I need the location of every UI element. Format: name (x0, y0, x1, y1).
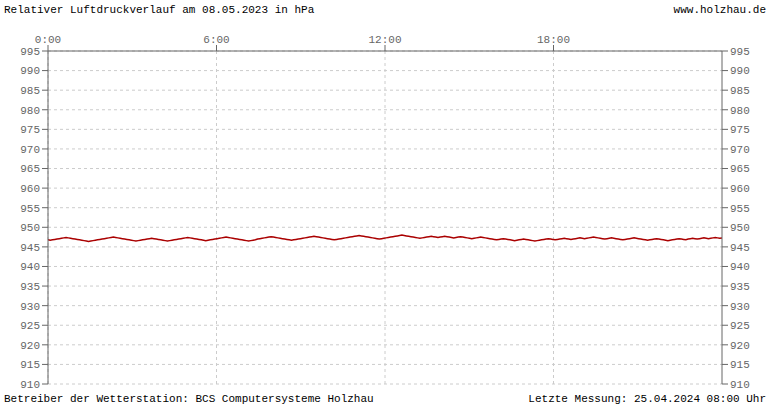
svg-text:915: 915 (20, 359, 40, 371)
svg-text:990: 990 (20, 65, 40, 77)
svg-text:975: 975 (730, 124, 750, 136)
svg-text:980: 980 (730, 105, 750, 117)
svg-text:965: 965 (730, 163, 750, 175)
svg-text:925: 925 (730, 320, 750, 332)
svg-text:955: 955 (20, 203, 40, 215)
svg-text:965: 965 (20, 163, 40, 175)
svg-text:945: 945 (20, 242, 40, 254)
html-text:Betreiber der Wetterstation: B: Betreiber der Wetterstation: BCS Compute… (4, 393, 374, 405)
svg-text:6:00: 6:00 (203, 34, 229, 46)
svg-text:920: 920 (20, 340, 40, 352)
svg-text:18:00: 18:00 (537, 34, 570, 46)
svg-text:975: 975 (20, 124, 40, 136)
svg-text:995: 995 (730, 46, 750, 58)
svg-text:950: 950 (730, 222, 750, 234)
svg-text:930: 930 (730, 301, 750, 313)
svg-text:995: 995 (20, 46, 40, 58)
svg-text:940: 940 (730, 261, 750, 273)
svg-text:970: 970 (730, 144, 750, 156)
svg-text:950: 950 (20, 222, 40, 234)
html-text:www.holzhau.de: www.holzhau.de (673, 4, 766, 16)
svg-text:915: 915 (730, 359, 750, 371)
svg-text:945: 945 (730, 242, 750, 254)
svg-text:910: 910 (20, 379, 40, 389)
svg-text:980: 980 (20, 105, 40, 117)
svg-text:970: 970 (20, 144, 40, 156)
svg-text:935: 935 (20, 281, 40, 293)
svg-text:960: 960 (20, 183, 40, 195)
svg-text:12:00: 12:00 (368, 34, 401, 46)
html-text:Relativer Luftdruckverlauf am: Relativer Luftdruckverlauf am 08.05.2023… (4, 4, 315, 16)
svg-text:955: 955 (730, 203, 750, 215)
svg-text:925: 925 (20, 320, 40, 332)
svg-text:930: 930 (20, 301, 40, 313)
svg-text:985: 985 (730, 85, 750, 97)
svg-text:935: 935 (730, 281, 750, 293)
svg-text:990: 990 (730, 65, 750, 77)
svg-text:960: 960 (730, 183, 750, 195)
svg-text:940: 940 (20, 261, 40, 273)
svg-text:0:00: 0:00 (35, 34, 61, 46)
svg-text:985: 985 (20, 85, 40, 97)
svg-text:910: 910 (730, 379, 750, 389)
svg-text:920: 920 (730, 340, 750, 352)
html-text:Letzte Messung: 25.04.2024 08:: Letzte Messung: 25.04.2024 08:00 Uhr (528, 393, 766, 405)
